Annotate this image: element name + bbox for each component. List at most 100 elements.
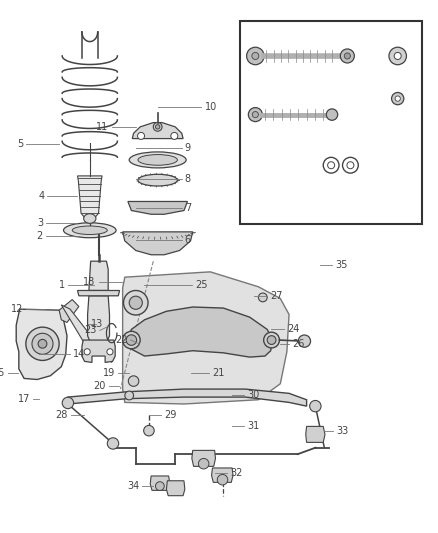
Circle shape (264, 332, 279, 348)
Circle shape (323, 157, 339, 173)
Circle shape (144, 425, 154, 436)
Polygon shape (132, 123, 183, 139)
Text: 10: 10 (205, 102, 217, 111)
Polygon shape (68, 389, 307, 406)
Bar (240, 21, 422, 224)
Text: 35: 35 (335, 261, 347, 270)
Circle shape (343, 157, 358, 173)
Text: 30: 30 (247, 391, 260, 400)
Polygon shape (128, 201, 187, 214)
Polygon shape (16, 309, 67, 379)
Polygon shape (123, 232, 193, 255)
Circle shape (298, 335, 311, 348)
Text: 8: 8 (185, 174, 191, 183)
Text: 14: 14 (73, 350, 85, 359)
Circle shape (310, 400, 321, 412)
Circle shape (258, 293, 267, 302)
Text: 11: 11 (96, 122, 109, 132)
Text: 26: 26 (292, 339, 304, 349)
Text: 6: 6 (185, 235, 191, 245)
Polygon shape (59, 300, 79, 322)
Text: 18: 18 (83, 278, 95, 287)
Circle shape (217, 474, 228, 485)
Text: 12: 12 (11, 304, 23, 314)
Circle shape (125, 391, 134, 400)
Ellipse shape (129, 152, 186, 168)
Text: 5: 5 (17, 139, 23, 149)
Polygon shape (212, 468, 233, 482)
Circle shape (198, 458, 209, 469)
Text: 15: 15 (0, 368, 5, 378)
Polygon shape (61, 305, 112, 362)
Circle shape (347, 161, 354, 169)
Circle shape (340, 49, 354, 63)
Text: 2: 2 (37, 231, 43, 240)
Circle shape (124, 290, 148, 315)
Text: 25: 25 (195, 280, 207, 290)
Text: 9: 9 (185, 143, 191, 153)
Circle shape (389, 47, 406, 64)
Circle shape (128, 376, 139, 386)
Circle shape (129, 296, 142, 309)
Circle shape (126, 335, 137, 345)
Text: 29: 29 (164, 410, 177, 419)
Circle shape (155, 125, 160, 129)
Circle shape (153, 123, 162, 131)
Polygon shape (150, 476, 170, 490)
Text: 17: 17 (18, 394, 30, 403)
Text: 27: 27 (270, 291, 283, 301)
Text: 24: 24 (287, 325, 299, 334)
Circle shape (62, 397, 74, 409)
Circle shape (328, 161, 335, 169)
Circle shape (155, 482, 164, 490)
Text: 13: 13 (91, 319, 103, 329)
Text: 19: 19 (103, 368, 115, 378)
Text: 34: 34 (127, 481, 139, 491)
Circle shape (107, 438, 119, 449)
Ellipse shape (72, 226, 107, 235)
Polygon shape (88, 296, 110, 341)
Circle shape (252, 52, 259, 60)
Text: 33: 33 (336, 426, 348, 435)
Text: 21: 21 (212, 368, 225, 378)
Ellipse shape (138, 155, 177, 165)
Polygon shape (192, 450, 215, 466)
Polygon shape (306, 426, 325, 442)
Polygon shape (82, 340, 115, 362)
Polygon shape (166, 481, 185, 496)
Text: 3: 3 (37, 218, 43, 228)
Text: 7: 7 (185, 203, 191, 213)
Circle shape (26, 327, 59, 360)
Polygon shape (123, 272, 289, 404)
Circle shape (107, 349, 113, 355)
Text: 20: 20 (93, 382, 106, 391)
Circle shape (252, 111, 258, 118)
Polygon shape (128, 307, 272, 357)
Circle shape (123, 332, 140, 349)
Ellipse shape (64, 223, 116, 238)
Circle shape (171, 132, 178, 140)
Circle shape (38, 340, 47, 348)
Circle shape (267, 336, 276, 344)
Text: 32: 32 (230, 469, 242, 478)
Circle shape (344, 53, 350, 59)
Polygon shape (89, 261, 108, 290)
Text: 23: 23 (85, 326, 97, 335)
Circle shape (84, 349, 90, 355)
Text: 1: 1 (59, 280, 65, 290)
Circle shape (247, 47, 264, 64)
Circle shape (395, 96, 400, 101)
Polygon shape (78, 290, 120, 296)
Circle shape (394, 52, 401, 60)
Ellipse shape (138, 174, 177, 186)
Circle shape (326, 109, 338, 120)
Circle shape (248, 108, 262, 122)
Ellipse shape (84, 214, 96, 223)
Text: 22: 22 (115, 335, 127, 345)
Polygon shape (78, 176, 102, 220)
Circle shape (138, 132, 145, 140)
Text: 4: 4 (38, 191, 44, 201)
Text: 28: 28 (56, 410, 68, 419)
Circle shape (392, 92, 404, 105)
Text: 31: 31 (247, 422, 260, 431)
